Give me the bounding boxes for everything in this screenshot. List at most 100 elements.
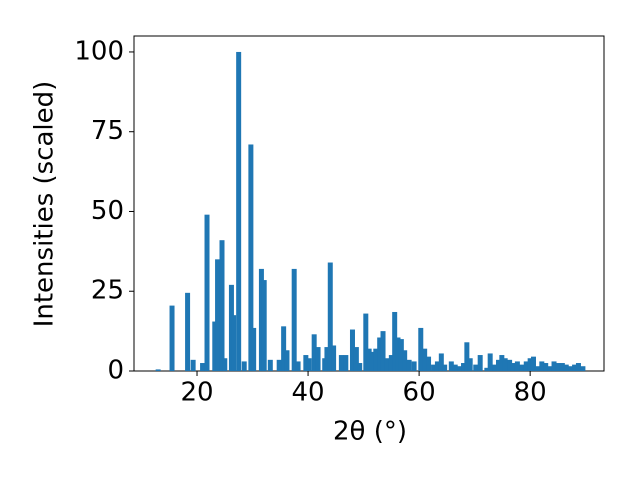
bar bbox=[366, 348, 372, 371]
bar bbox=[452, 364, 458, 371]
bar bbox=[448, 361, 454, 371]
bar bbox=[422, 348, 428, 371]
bar bbox=[363, 313, 369, 371]
bar bbox=[311, 334, 317, 371]
bar bbox=[343, 355, 349, 371]
bar bbox=[426, 356, 432, 371]
bar bbox=[185, 292, 191, 371]
bar bbox=[467, 358, 473, 371]
y-axis-label: Intensities (scaled) bbox=[30, 81, 60, 328]
bar bbox=[402, 350, 408, 371]
bar bbox=[477, 355, 483, 371]
bar bbox=[324, 347, 330, 371]
bar bbox=[519, 364, 525, 371]
bar bbox=[291, 268, 297, 371]
bar bbox=[530, 356, 536, 371]
bar bbox=[559, 363, 565, 371]
plot-frame bbox=[133, 35, 605, 372]
bar bbox=[306, 358, 312, 371]
bar bbox=[461, 363, 467, 371]
bar bbox=[438, 353, 444, 371]
bar bbox=[373, 348, 379, 371]
bar bbox=[431, 364, 437, 371]
x-tick-label: 20 bbox=[180, 378, 213, 408]
bar bbox=[507, 359, 513, 371]
bar bbox=[551, 361, 557, 371]
bar bbox=[204, 214, 210, 371]
bar bbox=[212, 321, 218, 371]
bar bbox=[580, 366, 586, 371]
bar bbox=[388, 355, 394, 371]
bar bbox=[392, 311, 398, 371]
bar bbox=[395, 337, 401, 371]
bar bbox=[492, 364, 498, 371]
bar bbox=[555, 363, 561, 371]
bar bbox=[484, 367, 490, 371]
bar bbox=[349, 329, 355, 371]
y-tick-label: 75 bbox=[91, 116, 124, 146]
bar bbox=[572, 364, 578, 371]
bar bbox=[398, 339, 404, 371]
bar bbox=[267, 359, 273, 371]
bar bbox=[251, 327, 257, 371]
bar bbox=[215, 259, 221, 371]
bar bbox=[411, 361, 417, 371]
bar bbox=[380, 331, 386, 371]
x-tick-label: 60 bbox=[403, 378, 436, 408]
x-tick-label: 80 bbox=[514, 378, 547, 408]
bar bbox=[473, 364, 479, 371]
x-axis-label: 2θ (°) bbox=[333, 417, 407, 447]
bar bbox=[539, 361, 545, 371]
bar bbox=[284, 350, 290, 371]
y-tick-label: 25 bbox=[91, 276, 124, 306]
bar bbox=[523, 361, 529, 371]
bar bbox=[464, 342, 470, 371]
bar bbox=[303, 355, 309, 371]
bar bbox=[369, 351, 375, 371]
bar bbox=[575, 363, 581, 371]
bar bbox=[442, 364, 448, 371]
bar bbox=[353, 347, 359, 371]
y-tick-label: 0 bbox=[107, 356, 124, 386]
y-tick-label: 50 bbox=[91, 196, 124, 226]
bar bbox=[241, 361, 247, 371]
bar bbox=[155, 369, 161, 371]
bar bbox=[543, 363, 549, 371]
bar bbox=[258, 268, 264, 371]
bar bbox=[190, 359, 196, 371]
bar bbox=[327, 262, 333, 371]
bar bbox=[534, 366, 540, 371]
bar bbox=[276, 359, 282, 371]
bar bbox=[331, 345, 337, 371]
bar bbox=[502, 358, 508, 371]
bar bbox=[377, 337, 383, 371]
bar bbox=[384, 358, 390, 371]
bar bbox=[219, 240, 225, 371]
bar bbox=[236, 51, 242, 371]
bar bbox=[547, 366, 553, 371]
bar bbox=[563, 364, 569, 371]
bar bbox=[527, 358, 533, 371]
bar bbox=[315, 347, 321, 371]
bar bbox=[457, 366, 463, 371]
bar bbox=[510, 363, 516, 371]
y-tick-label: 100 bbox=[74, 36, 124, 66]
bar bbox=[357, 363, 363, 371]
bar bbox=[231, 315, 237, 371]
bar bbox=[487, 353, 493, 371]
x-tick-label: 40 bbox=[292, 378, 325, 408]
bar bbox=[406, 359, 412, 371]
bar bbox=[261, 280, 267, 371]
bar bbox=[248, 144, 254, 371]
bar bbox=[281, 326, 287, 371]
bar bbox=[222, 358, 228, 371]
bar bbox=[338, 355, 344, 371]
bar bbox=[499, 355, 505, 371]
bar bbox=[434, 361, 440, 371]
bar bbox=[200, 363, 206, 371]
bar bbox=[514, 361, 520, 371]
bar bbox=[418, 327, 424, 371]
bar bbox=[496, 359, 502, 371]
bar bbox=[295, 361, 301, 371]
